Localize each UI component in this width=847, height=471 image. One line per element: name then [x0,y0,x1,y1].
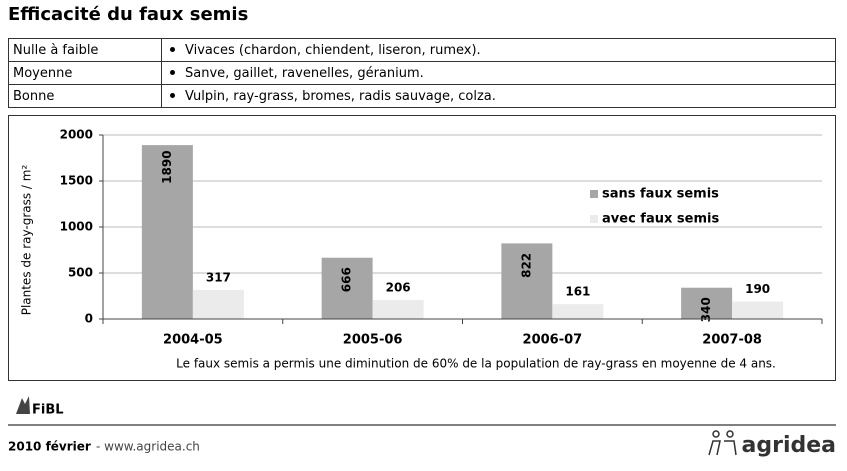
y-tick-label: 1000 [60,220,93,234]
title: Efficacité du faux semis [8,4,249,25]
value-label: 822 [519,253,533,278]
y-tick-label: 0 [85,312,93,326]
fibl-logo: FiBL [32,403,64,418]
chart-note: Le faux semis a permis une diminution de… [176,357,776,371]
y-tick-label: 500 [68,266,93,280]
y-tick-label: 2000 [60,128,93,142]
table-row: Moyenne Sanve, gaillet, ravenelles, géran… [8,61,836,85]
footer-website: - www.agridea.ch [96,440,200,454]
efficacy-table: Nulle à faible Vivaces (chardon, chienden… [8,38,836,108]
table-cell: Bonne [8,84,162,108]
bar [141,145,193,319]
value-label: 666 [340,267,354,292]
bar [681,287,733,319]
x-tick-label: 2006-07 [523,333,583,348]
legend-swatch [590,190,598,198]
legend-swatch [590,215,598,223]
value-label: 190 [745,282,770,296]
table-cell: Vulpin, ray-grass, bromes, radis sauvage… [161,84,836,108]
y-axis-label: Plantes de ray-grass / m² [20,165,34,316]
bar [501,243,553,319]
bar [192,289,244,319]
value-label: 206 [386,281,411,295]
legend-label: sans faux semis [602,187,719,202]
chart-frame [8,115,836,381]
table-cell: Nulle à faible [8,38,162,62]
table-row: Nulle à faible Vivaces (chardon, chienden… [8,38,836,62]
bar [732,301,784,319]
value-label: 340 [699,297,713,322]
y-tick-label: 1500 [60,174,93,188]
brand-icon [708,430,737,456]
table-cell: Sanve, gaillet, ravenelles, géranium. [161,61,836,85]
bar [321,257,373,319]
fibl-icon [16,396,30,414]
table-row: Bonne Vulpin, ray-grass, bromes, radis sa… [8,84,836,108]
x-tick-label: 2005-06 [343,333,403,348]
bar [552,304,604,319]
value-label: 1890 [160,150,174,183]
x-tick-label: 2007-08 [702,333,762,348]
bar [372,300,424,319]
value-label: 317 [206,270,231,284]
footer-brand: agridea [742,433,837,458]
value-label: 161 [565,285,590,299]
legend-label: avec faux semis [602,212,719,227]
x-tick-label: 2004-05 [163,333,223,348]
table-cell: Moyenne [8,61,162,85]
footer-date: 2010 février [8,440,91,454]
